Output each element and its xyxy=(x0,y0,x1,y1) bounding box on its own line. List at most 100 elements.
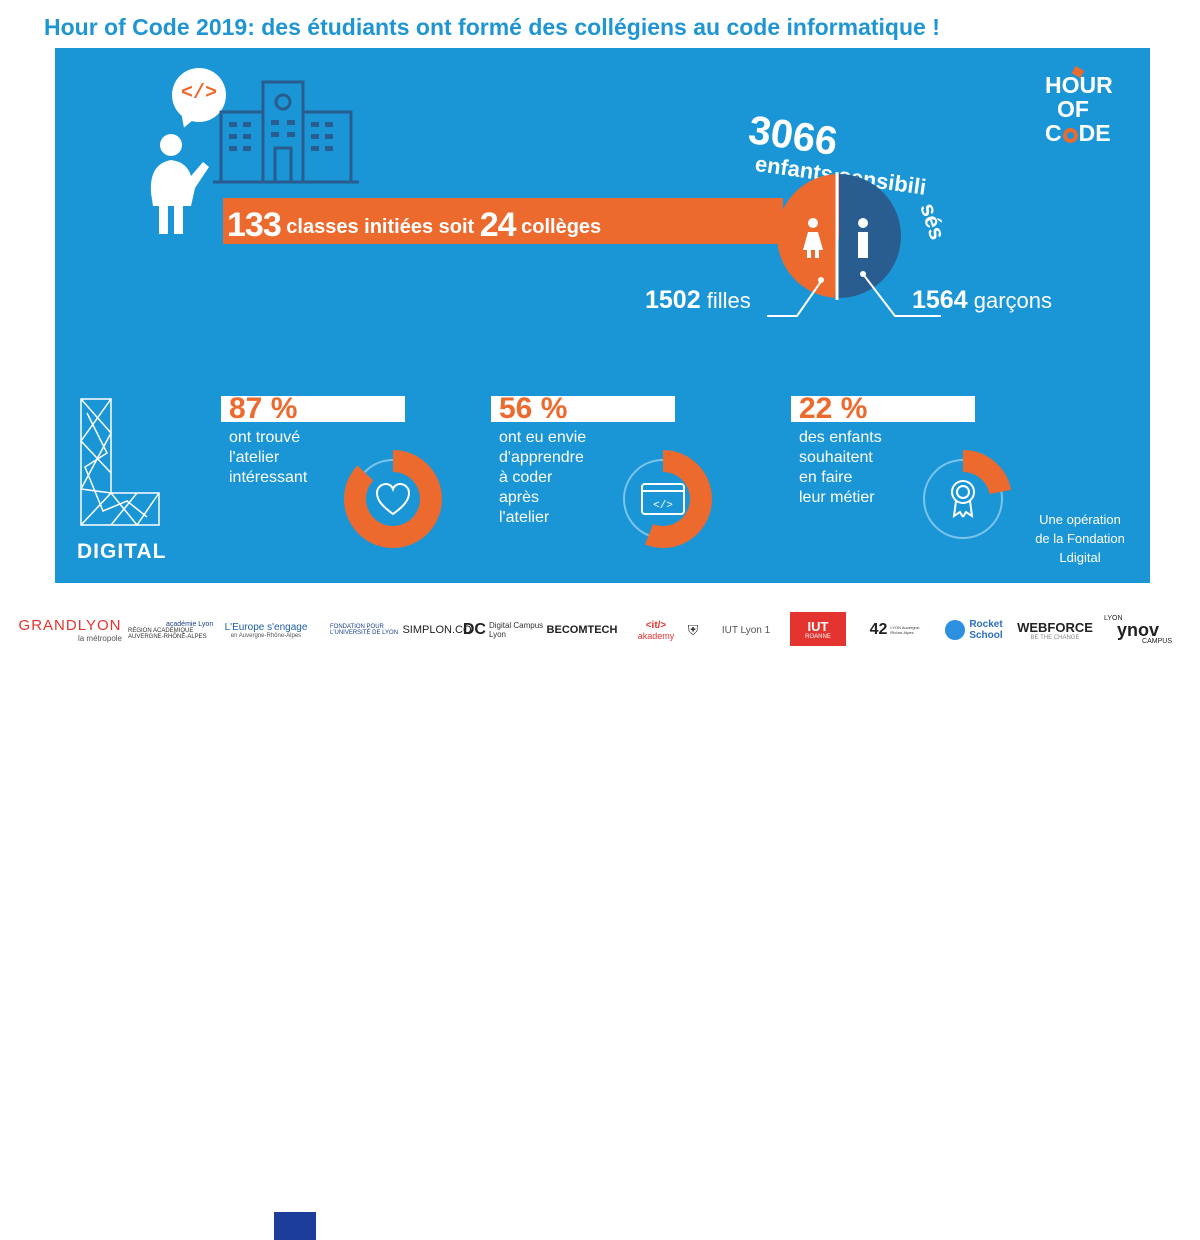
stat-3-line: des enfants xyxy=(799,429,882,446)
partner-becomtech-logo: BECOMTECH xyxy=(536,600,628,660)
stat-2-line: ont eu envie xyxy=(499,429,587,446)
stat-3-percent: 22 % xyxy=(799,392,868,425)
partner-name: FONDATION POUR L'UNIVERSITÉ DE LYON xyxy=(330,624,399,636)
partner-extra: académie Lyon xyxy=(166,620,214,628)
partner-itakademy-logo: <it/> akademy xyxy=(634,600,678,660)
partner-name: L'Europe s'engage xyxy=(224,621,308,633)
partner-sub: School xyxy=(969,630,1003,641)
partner-grandlyon-logo: GRANDLYON la métropole xyxy=(18,600,122,660)
partner-name: Rocket xyxy=(969,619,1003,630)
partner-sub: Lyon xyxy=(488,630,506,639)
colleges-count: 24 xyxy=(479,206,517,244)
partner-name: BECOMTECH xyxy=(546,624,618,636)
rocket-icon xyxy=(945,620,966,640)
hoc-line-2: OF xyxy=(1057,96,1089,122)
university-crest-icon: ⛨ xyxy=(687,621,699,638)
infographic-panel: </> 133 classes initiées soit 24 collège… xyxy=(55,48,1150,583)
stat-3-line: souhaitent xyxy=(799,449,873,466)
partner-digital-campus-logo: DC Digital Campus Lyon xyxy=(463,600,543,660)
stat-3-box xyxy=(791,396,975,422)
partner-name: 42 xyxy=(869,621,888,638)
stat-2-line: d'apprendre xyxy=(499,449,584,466)
operation-note-line: Ldigital xyxy=(1059,550,1101,565)
stat-2-line: après xyxy=(499,489,540,506)
partner-name: Digital Campus xyxy=(488,621,544,630)
stat-2-line: à coder xyxy=(499,469,553,486)
girls-text: filles xyxy=(706,288,751,313)
partner-name: IUT xyxy=(807,618,829,634)
stat-2-box xyxy=(491,396,675,422)
partner-name: WEBFORCE xyxy=(1017,619,1093,635)
page-title: Hour of Code 2019: des étudiants ont for… xyxy=(44,14,940,40)
code-tag-icon: </> xyxy=(180,82,217,105)
stat-1-line: l'atelier xyxy=(229,449,280,466)
partner-iut-roanne-logo: IUT ROANNE xyxy=(790,612,846,646)
stat-2-percent: 56 % xyxy=(499,392,568,425)
hour-of-code-logo: HOUR OF C DE xyxy=(1045,73,1113,145)
classes-count: 133 xyxy=(227,206,282,244)
partner-sub: CAMPUS xyxy=(1142,638,1172,645)
partner-name: <it/> xyxy=(645,619,667,631)
stat-3-ring xyxy=(923,450,1012,539)
partner-sub: ROANNE xyxy=(805,633,831,640)
partner-fondation-udl-logo: FONDATION POUR L'UNIVERSITÉ DE LYON xyxy=(330,600,404,660)
stat-1-desc: ont trouvé l'atelier intéressant xyxy=(229,428,307,488)
partner-logos-bar: GRANDLYON la métropole académie Lyon RÉG… xyxy=(0,600,1200,1240)
partner-ynov-logo: LYON ynov CAMPUS xyxy=(1104,600,1172,660)
partner-name: IUT Lyon 1 xyxy=(721,624,771,636)
partner-sub: LYON Auvergne-Rhône-Alpes xyxy=(890,625,921,635)
stat-3-ring-arc xyxy=(962,450,1012,495)
partner-sub: AUVERGNE-RHÔNE-ALPES xyxy=(128,633,207,640)
partner-sub: la métropole xyxy=(77,634,122,643)
hoc-o-ring xyxy=(1062,128,1078,143)
girls-count: 1502 xyxy=(645,286,701,314)
code-window-icon: </> xyxy=(641,483,685,515)
stat-3-desc: des enfants souhaitent en faire leur mét… xyxy=(799,428,882,508)
classes-label: classes initiées soit xyxy=(286,216,475,238)
speech-bubble xyxy=(172,68,226,122)
girl-icon xyxy=(803,218,823,258)
partner-sub: akademy xyxy=(637,630,675,641)
boy-icon xyxy=(858,218,868,258)
hoc-line-3-b: DE xyxy=(1078,120,1111,146)
pie-leader-lines xyxy=(767,273,941,317)
pie-slice-boys xyxy=(835,174,902,298)
stat-2-ring: </> xyxy=(623,450,712,548)
colleges-label: collèges xyxy=(521,216,602,238)
stat-1-ring xyxy=(344,450,442,548)
partner-iut-lyon1-logo: IUT Lyon 1 xyxy=(708,600,784,660)
partner-name: GRANDLYON xyxy=(18,617,122,634)
partner-region-academique-logo: académie Lyon RÉGION ACADÉMIQUE AUVERGNE… xyxy=(128,600,214,660)
boys-text: garçons xyxy=(973,288,1053,313)
partner-rocket-school-logo: Rocket School xyxy=(938,600,1010,660)
operation-note-line: de la Fondation xyxy=(1035,531,1125,546)
boys-label: 1564 garçons xyxy=(912,286,1052,315)
partner-webforce-logo: WEBFORCE BE THE CHANGE xyxy=(1014,600,1096,660)
partner-europe-logo: L'Europe s'engage en Auvergne-Rhône-Alpe… xyxy=(218,600,314,660)
classes-summary: 133 classes initiées soit 24 collèges xyxy=(227,206,601,245)
partner-name: RÉGION ACADÉMIQUE xyxy=(128,627,194,634)
partner-name: ynov xyxy=(1116,620,1159,640)
stat-1-box xyxy=(221,396,405,422)
stat-3-line: leur métier xyxy=(799,489,875,506)
ldigital-wordmark: DIGITAL xyxy=(77,540,167,563)
stat-2-ring-arc xyxy=(644,450,712,548)
stat-2-desc: ont eu envie d'apprendre à coder après l… xyxy=(499,428,586,528)
gender-pie-chart xyxy=(777,172,902,300)
stat-1-percent: 87 % xyxy=(229,392,298,425)
stat-3-line: en faire xyxy=(799,469,853,486)
eu-flag-icon xyxy=(274,1212,316,1240)
boys-count: 1564 xyxy=(912,286,968,314)
school-building-icon xyxy=(213,80,359,184)
partner-name: SIMPLON.CO xyxy=(402,624,472,636)
partner-sub: BE THE CHANGE xyxy=(1030,634,1080,641)
children-label-end: sés xyxy=(915,200,951,243)
operation-note: Une opération de la Fondation Ldigital xyxy=(1025,510,1135,567)
partner-top: LYON xyxy=(1104,615,1123,622)
ldigital-l-logo xyxy=(80,398,160,527)
hoc-line-3-a: C xyxy=(1045,120,1062,146)
person-teacher-icon xyxy=(150,134,209,234)
partner-simplon-logo: SIMPLON.CO xyxy=(402,600,472,660)
heart-icon xyxy=(375,482,411,516)
stat-1-line: intéressant xyxy=(229,469,308,486)
